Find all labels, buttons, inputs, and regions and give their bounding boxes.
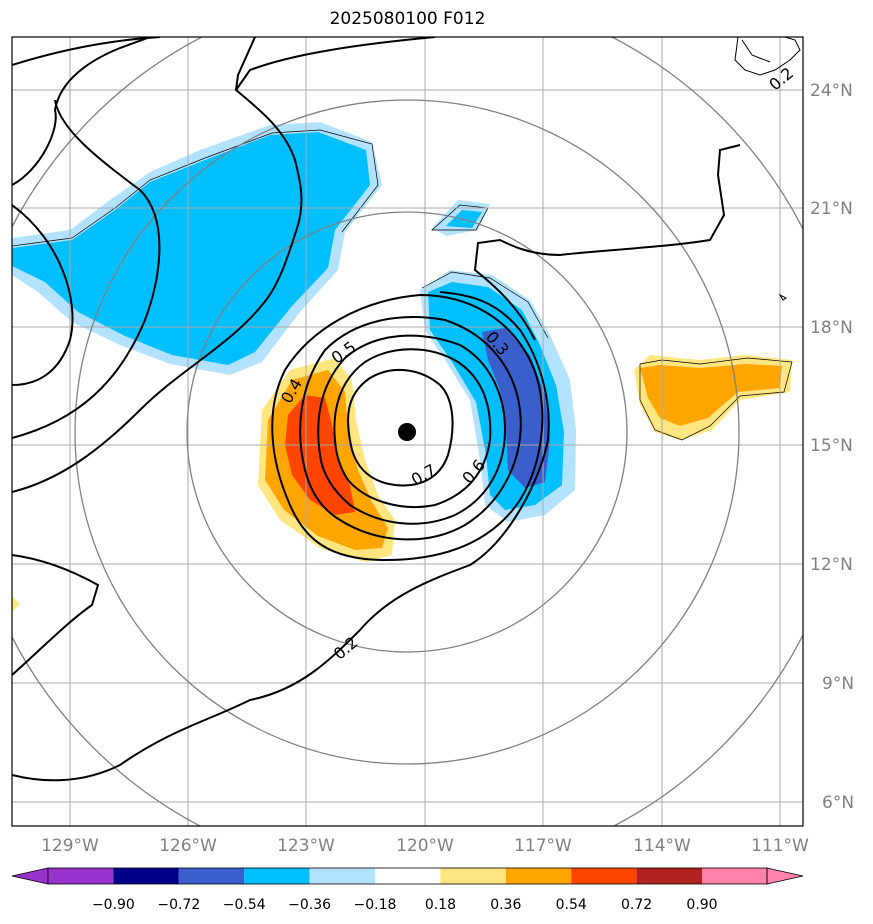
- colorbar-swatch: [244, 868, 310, 884]
- orange-patch-east-core: [640, 364, 782, 426]
- map-frame: [11, 36, 804, 827]
- lon-label: 129°W: [41, 836, 99, 856]
- lat-label: 15°N: [810, 436, 853, 456]
- contour-lines: [12, 37, 741, 782]
- lon-label: 111°W: [751, 836, 809, 856]
- colorbar-swatch: [636, 868, 702, 884]
- blue-patch-northwest-core: [12, 132, 370, 365]
- colorbar-swatch: [309, 868, 375, 884]
- range-rings: [12, 37, 803, 826]
- lat-label: 18°N: [810, 318, 853, 338]
- colorbar-frame: [47, 867, 768, 885]
- colorbar-swatch: [571, 868, 637, 884]
- colorbar-label: −0.36: [288, 897, 331, 913]
- yellow-edge-spot: [12, 596, 20, 612]
- colorbar-label: −0.54: [223, 897, 266, 913]
- colorbar-swatch: [375, 868, 441, 884]
- lat-label: 24°N: [810, 81, 853, 101]
- lon-label: 126°W: [159, 836, 217, 856]
- lon-label: 114°W: [633, 836, 691, 856]
- contour-0.4: [271, 293, 544, 562]
- colorbar-swatch: [702, 868, 767, 884]
- map-title: 2025080100 F012: [329, 9, 486, 29]
- contour-east: [473, 144, 741, 341]
- colorbar-label: 0.18: [425, 897, 456, 913]
- colorbar-label: 0.90: [686, 897, 717, 913]
- contour-northwest-1: [12, 204, 74, 386]
- colorbar-swatch: [178, 868, 245, 884]
- contour-northwest-2: [12, 99, 161, 439]
- lat-lon-grid: [12, 37, 803, 826]
- contour-0.7: [347, 368, 454, 487]
- colorbar-label: 0.36: [490, 897, 521, 913]
- contour-northwest-3: [12, 37, 303, 493]
- lat-label: 12°N: [810, 555, 853, 575]
- colorbar-swatch: [505, 868, 572, 884]
- colorbar-labels: −0.90 −0.72 −0.54 −0.36 −0.18 0.18 0.36 …: [92, 897, 718, 913]
- colorbar-extend-low: [11, 867, 49, 885]
- contour-southwest-1: [12, 554, 100, 676]
- lat-label: 21°N: [810, 199, 853, 219]
- contour-south-0.2: [12, 291, 550, 782]
- lon-label: 120°W: [396, 836, 454, 856]
- colorbar-swatch: [440, 868, 506, 884]
- coastline: [734, 37, 801, 301]
- colorbar-label: 0.54: [556, 897, 587, 913]
- lat-label: 9°N: [822, 674, 854, 694]
- colorbar-label: 0.72: [621, 897, 652, 913]
- colorbar-label: −0.18: [354, 897, 397, 913]
- colorbar-label: −0.72: [157, 897, 200, 913]
- colorbar: −0.90 −0.72 −0.54 −0.36 −0.18 0.18 0.36 …: [11, 867, 804, 913]
- contour-label-0.2-s: 0.2: [330, 633, 362, 664]
- lon-label: 117°W: [514, 836, 572, 856]
- contour-0.65: [333, 348, 492, 509]
- colorbar-label: −0.90: [92, 897, 135, 913]
- colorbar-extend-high: [766, 867, 804, 885]
- contour-north-coast: [235, 37, 436, 91]
- contour-0.5: [299, 316, 522, 541]
- lat-label: 6°N: [822, 793, 854, 813]
- longitude-labels: 129°W 126°W 123°W 120°W 117°W 114°W 111°…: [41, 836, 809, 856]
- contour-0.6: [317, 334, 507, 525]
- latitude-labels: 24°N 21°N 18°N 15°N 12°N 9°N 6°N: [810, 81, 854, 813]
- map-panel: 0.2 0.3 0.4 0.5 0.6 0.7 0.2: [12, 37, 803, 826]
- colorbar-swatch: [48, 868, 114, 884]
- colorbar-swatch: [113, 868, 179, 884]
- storm-center-marker: [398, 423, 416, 441]
- contour-north-1: [12, 37, 161, 66]
- lon-label: 123°W: [277, 836, 335, 856]
- contour-north-2: [12, 37, 151, 186]
